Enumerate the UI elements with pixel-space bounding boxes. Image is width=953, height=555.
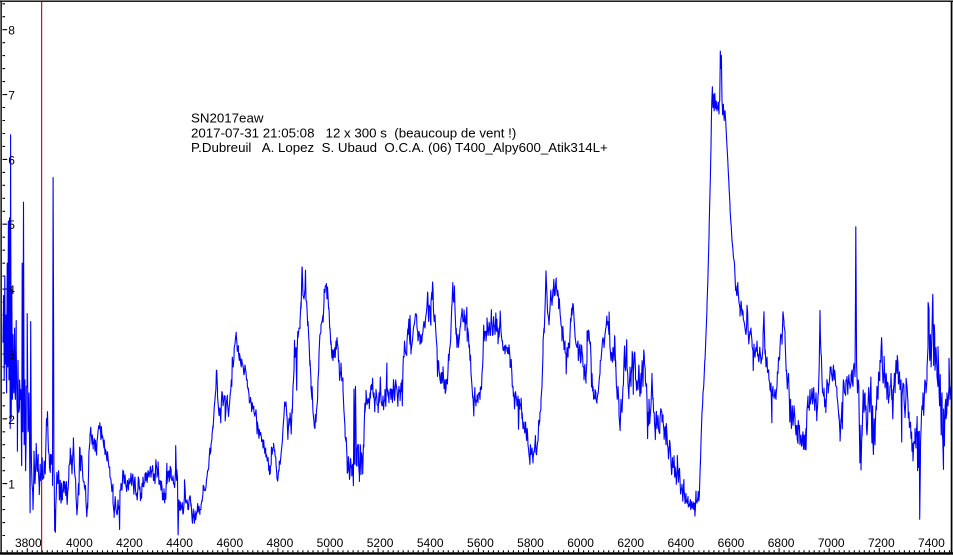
svg-text:3800: 3800 bbox=[15, 536, 42, 550]
svg-text:8: 8 bbox=[8, 24, 15, 38]
svg-text:4600: 4600 bbox=[216, 536, 243, 550]
svg-text:7200: 7200 bbox=[868, 536, 895, 550]
svg-text:P.Dubreuil A. Lopez S. Ubau: P.Dubreuil A. Lopez S. Ubaud O.C.A. (06)… bbox=[191, 140, 608, 155]
svg-text:6600: 6600 bbox=[718, 536, 745, 550]
svg-text:5800: 5800 bbox=[517, 536, 544, 550]
svg-text:2017-07-31 21:05:08 12 x 300: 2017-07-31 21:05:08 12 x 300 s (beaucoup… bbox=[191, 125, 516, 140]
svg-text:1: 1 bbox=[8, 478, 15, 492]
svg-text:4400: 4400 bbox=[166, 536, 193, 550]
svg-text:7: 7 bbox=[8, 89, 15, 103]
svg-text:5400: 5400 bbox=[417, 536, 444, 550]
svg-text:3: 3 bbox=[8, 348, 15, 362]
svg-text:4800: 4800 bbox=[267, 536, 294, 550]
svg-text:6200: 6200 bbox=[617, 536, 644, 550]
svg-text:6000: 6000 bbox=[567, 536, 594, 550]
svg-text:7000: 7000 bbox=[818, 536, 845, 550]
svg-text:5200: 5200 bbox=[367, 536, 394, 550]
svg-text:4: 4 bbox=[8, 283, 15, 297]
svg-text:5: 5 bbox=[8, 218, 15, 232]
svg-text:5600: 5600 bbox=[467, 536, 494, 550]
svg-text:6800: 6800 bbox=[768, 536, 795, 550]
svg-text:6400: 6400 bbox=[667, 536, 694, 550]
svg-text:4000: 4000 bbox=[66, 536, 93, 550]
svg-text:6: 6 bbox=[8, 153, 15, 167]
svg-text:7400: 7400 bbox=[918, 536, 945, 550]
svg-text:SN2017eaw: SN2017eaw bbox=[191, 111, 264, 126]
svg-text:2: 2 bbox=[8, 413, 15, 427]
svg-text:5000: 5000 bbox=[317, 536, 344, 550]
svg-text:4200: 4200 bbox=[116, 536, 143, 550]
